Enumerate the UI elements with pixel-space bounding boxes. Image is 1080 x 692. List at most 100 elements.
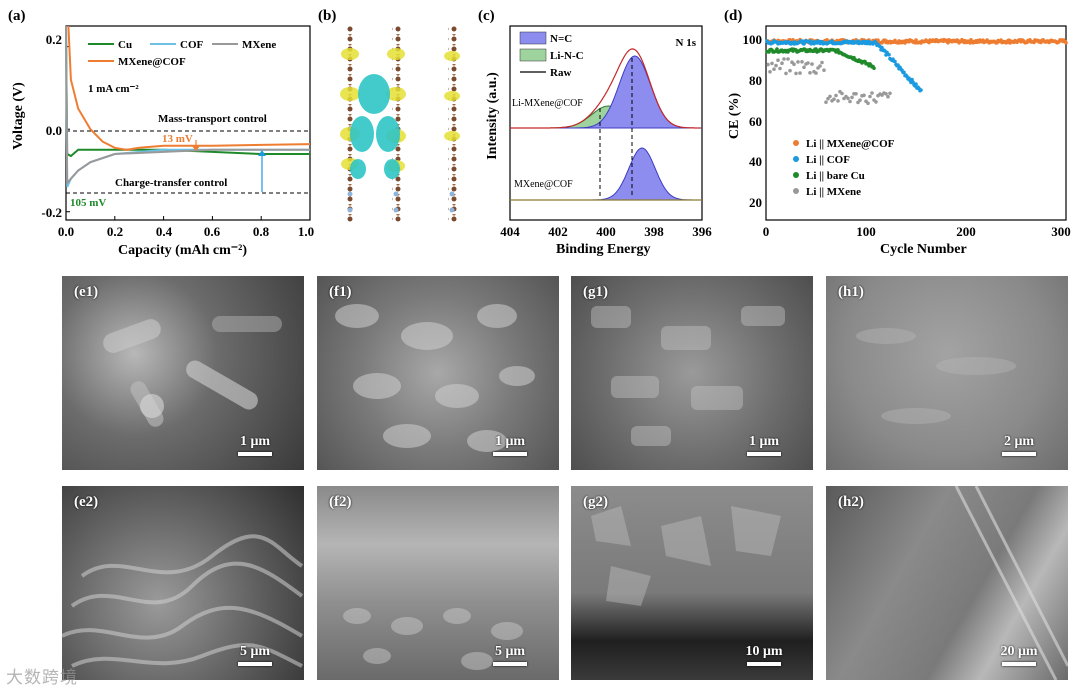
a-xtick-4: 0.8 <box>253 224 270 239</box>
ce-point <box>850 95 854 100</box>
panel-d-frame <box>765 25 1067 221</box>
arrow-105mv-head <box>258 150 266 156</box>
ce-point <box>788 68 792 73</box>
a-xtick-1: 0.2 <box>107 224 123 239</box>
panel-c-label: (c) <box>478 8 495 24</box>
c-curve-label-1: Li-MXene@COF <box>512 98 583 109</box>
sem-e1: (e1) 1 μm <box>62 276 304 470</box>
a-ytick-2: -0.2 <box>41 205 62 220</box>
panel-b-label: (b) <box>318 8 337 24</box>
panel-d-chart: Li || MXene@COF Li || COF Li || bare Cu … <box>743 25 1071 239</box>
c-xtick-0: 404 <box>500 224 520 239</box>
c-xtick-2: 400 <box>596 224 616 239</box>
panel-a-series <box>65 25 311 188</box>
ce-point <box>846 96 850 101</box>
a-xtick-3: 0.6 <box>204 224 221 239</box>
ce-point <box>834 93 838 98</box>
d-ytick-2: 60 <box>749 114 762 129</box>
panel-c-xlabel: Binding Energy <box>556 242 651 257</box>
ce-point <box>854 92 858 96</box>
ce-point <box>884 92 888 96</box>
d-legend-3: Li || MXene <box>806 186 861 198</box>
ce-point <box>824 100 828 104</box>
d-xtick-0: 0 <box>763 224 770 239</box>
ce-point <box>836 48 840 52</box>
sem-h2: (h2) 20 μm <box>826 486 1068 680</box>
sem-e2-label: (e2) <box>74 494 99 510</box>
legend-mxenecof: MXene@COF <box>118 56 186 68</box>
watermark: 大数跨境 <box>6 668 78 688</box>
panel-a-ticks <box>65 46 311 220</box>
ce-point <box>794 71 798 76</box>
ce-point <box>828 94 832 99</box>
label-13mv: 13 mV <box>162 133 193 145</box>
ce-point <box>808 71 812 75</box>
panel-d-label: (d) <box>724 8 743 24</box>
sem-h2-texture <box>954 486 1068 680</box>
a-ytick-1: 0.0 <box>46 123 62 138</box>
series-mxene <box>65 25 310 186</box>
legend-cof: COF <box>180 39 204 51</box>
ce-point <box>858 98 862 102</box>
arrow-13mv-head <box>192 146 200 151</box>
mass-transport-label: Mass-transport control <box>158 113 267 125</box>
ce-point <box>914 82 918 86</box>
series-mxenecof <box>67 25 311 151</box>
d-xtick-3: 300 <box>1051 224 1071 239</box>
sem-f2-label: (f2) <box>329 494 352 510</box>
raw-spectrum-upper <box>510 48 701 129</box>
sem-e1-label: (e1) <box>74 284 99 300</box>
atom-chain-left <box>346 26 355 222</box>
sem-h2-label: (h2) <box>838 494 864 510</box>
sem-g2-label: (g2) <box>583 494 608 510</box>
ce-point <box>868 94 872 99</box>
ce-point <box>902 70 906 75</box>
ce-point <box>836 99 840 103</box>
d-xtick-2: 200 <box>956 224 976 239</box>
d-ytick-3: 40 <box>749 154 762 169</box>
ce-point <box>776 58 780 62</box>
ce-point <box>768 70 772 74</box>
d-ytick-4: 20 <box>749 195 762 210</box>
atom-chain-right <box>448 26 457 222</box>
ce-point <box>888 91 892 96</box>
series-cu <box>65 25 310 158</box>
legend-swatch-linc <box>519 48 547 62</box>
sem-f2-scalebar: 5 μm <box>475 644 545 666</box>
d-legend-1: Li || COF <box>806 154 850 166</box>
legend-dot-cu <box>793 172 799 178</box>
panel-c-ylabel: Intensity (a.u.) <box>485 72 500 160</box>
ce-point <box>774 63 778 68</box>
c-region-label: N 1s <box>676 37 697 49</box>
ce-point <box>772 67 776 71</box>
sem-g1-texture <box>591 306 785 446</box>
legend-swatch-nc <box>519 31 547 45</box>
a-xtick-0: 0.0 <box>58 224 74 239</box>
panel-c-chart: N=C Li-N-C Raw N 1s Li-MXene@COF MXene@C… <box>500 25 712 239</box>
sem-h1: (h1) 2 μm <box>826 276 1068 470</box>
sem-h2-scalebar: 20 μm <box>984 644 1054 666</box>
c-xtick-4: 396 <box>692 224 712 239</box>
charge-density-cyan <box>350 74 400 179</box>
sem-g1: (g1) 1 μm <box>571 276 813 470</box>
ce-point <box>786 57 790 61</box>
ce-point <box>784 71 788 76</box>
ce-point <box>810 62 814 66</box>
charge-transfer-label: Charge-transfer control <box>115 177 227 189</box>
ce-point <box>872 66 876 70</box>
sem-e1-texture <box>103 316 282 427</box>
sem-h1-scalebar: 2 μm <box>984 434 1054 456</box>
sem-g1-scalebar: 1 μm <box>729 434 799 456</box>
sem-g2: (g2) 10 μm <box>571 486 813 680</box>
c-xtick-1: 402 <box>548 224 568 239</box>
legend-dot-mxene <box>793 188 799 194</box>
sem-e1-scalebar: 1 μm <box>220 434 290 456</box>
panel-a-chart: Cu COF MXene MXene@COF 1 mA cm⁻² Mass-tr… <box>41 25 314 239</box>
sem-e2-scalebar: 5 μm <box>220 644 290 666</box>
sem-g2-texture <box>591 506 781 606</box>
ce-point <box>874 100 878 104</box>
sem-g1-label: (g1) <box>583 284 608 300</box>
legend-mxene: MXene <box>242 39 276 51</box>
ce-point <box>800 60 804 64</box>
ce-point <box>782 57 786 61</box>
